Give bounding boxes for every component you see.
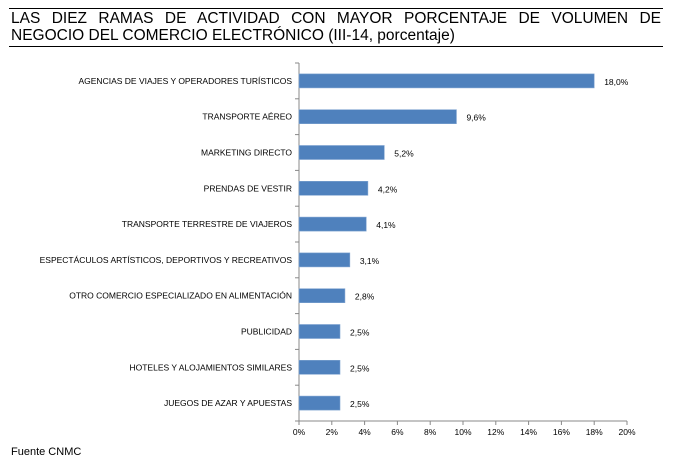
bar	[298, 181, 369, 196]
x-tick-label: 10%	[454, 427, 471, 437]
bar	[298, 359, 341, 375]
chart-title: LAS DIEZ RAMAS DE ACTIVIDAD CON MAYOR PO…	[11, 10, 661, 44]
bar	[298, 288, 346, 304]
data-label: 4,1%	[376, 220, 396, 230]
data-label: 9,6%	[466, 113, 486, 123]
bar	[298, 145, 385, 160]
x-tick-label: 14%	[520, 427, 537, 437]
bar	[298, 252, 351, 268]
x-tick-label: 20%	[618, 427, 635, 437]
title-top-rule	[9, 8, 663, 9]
category-label: TRANSPORTE AÉREO	[202, 112, 292, 122]
data-label: 18,0%	[604, 77, 629, 87]
data-label: 2,8%	[355, 292, 375, 302]
data-label: 2,5%	[350, 328, 370, 338]
category-label: MARKETING DIRECTO	[201, 148, 292, 158]
data-label: 2,5%	[350, 399, 370, 409]
category-label: TRANSPORTE TERRESTRE DE VIAJEROS	[122, 219, 293, 229]
x-tick-label: 18%	[586, 427, 603, 437]
x-tick-label: 16%	[553, 427, 570, 437]
title-bottom-rule	[9, 46, 663, 47]
source-note: Fuente CNMC	[11, 446, 82, 458]
data-label: 4,2%	[378, 184, 398, 194]
bar	[298, 324, 341, 339]
data-label: 2,5%	[350, 363, 370, 373]
x-tick-label: 8%	[424, 427, 437, 437]
category-label: HOTELES Y ALOJAMIENTOS SIMILARES	[129, 362, 292, 372]
category-label: ESPECTÁCULOS ARTÍSTICOS, DEPORTIVOS Y RE…	[40, 255, 293, 265]
category-label: AGENCIAS DE VIAJES Y OPERADORES TURÍSTIC…	[78, 76, 292, 86]
category-label: OTRO COMERCIO ESPECIALIZADO EN ALIMENTAC…	[69, 291, 292, 301]
x-tick-label: 4%	[358, 427, 371, 437]
data-label: 5,2%	[394, 149, 414, 159]
x-tick-label: 2%	[326, 427, 339, 437]
category-label: PUBLICIDAD	[241, 327, 292, 337]
x-tick-label: 6%	[391, 427, 404, 437]
data-label: 3,1%	[360, 256, 380, 266]
category-label: JUEGOS DE AZAR Y APUESTAS	[164, 398, 292, 408]
category-label: PRENDAS DE VESTIR	[204, 183, 292, 193]
bar	[298, 395, 341, 411]
bar	[298, 73, 595, 89]
x-tick-label: 0%	[293, 427, 306, 437]
bar	[298, 216, 367, 232]
x-tick-label: 12%	[487, 427, 504, 437]
bar	[298, 109, 457, 124]
